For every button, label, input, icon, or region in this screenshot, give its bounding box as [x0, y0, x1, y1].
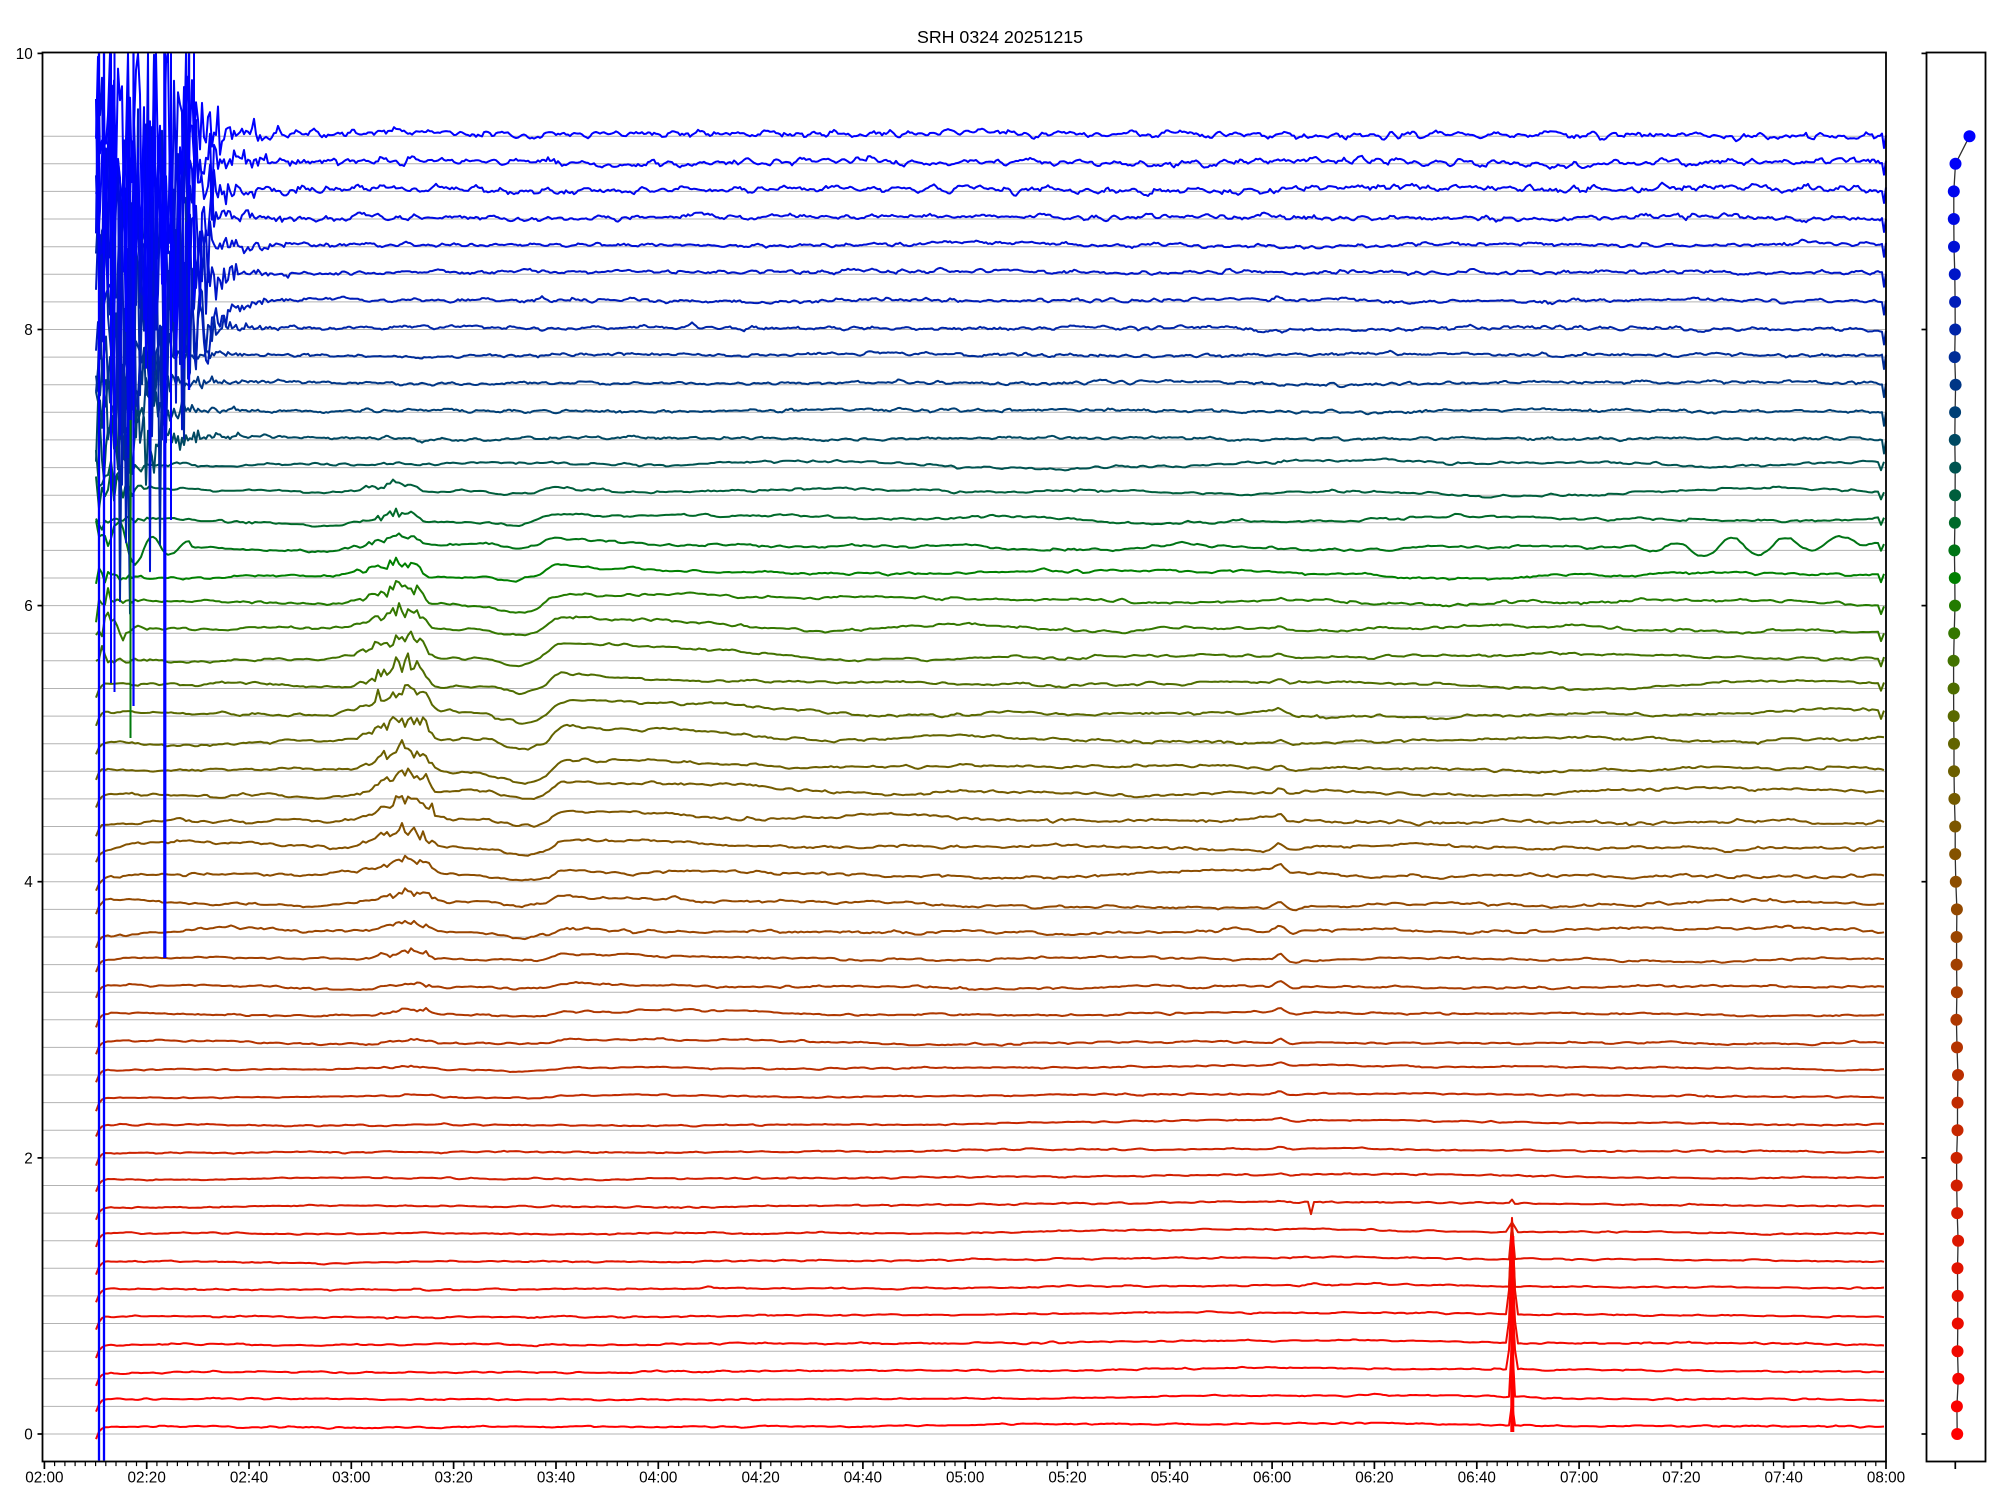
svg-text:SRH 0324 20251215: SRH 0324 20251215 [917, 27, 1083, 47]
svg-text:2: 2 [24, 1150, 33, 1167]
svg-text:05:00: 05:00 [946, 1470, 984, 1487]
svg-text:02:40: 02:40 [230, 1470, 268, 1487]
svg-text:0: 0 [24, 1426, 33, 1443]
svg-text:07:20: 07:20 [1662, 1470, 1700, 1487]
svg-text:03:40: 03:40 [537, 1470, 575, 1487]
svg-text:10: 10 [16, 46, 33, 63]
svg-text:07:00: 07:00 [1560, 1470, 1598, 1487]
svg-text:05:20: 05:20 [1048, 1470, 1086, 1487]
svg-text:03:00: 03:00 [332, 1470, 370, 1487]
svg-text:04:00: 04:00 [639, 1470, 677, 1487]
svg-text:02:20: 02:20 [128, 1470, 166, 1487]
svg-text:04:20: 04:20 [741, 1470, 779, 1487]
svg-text:8: 8 [24, 322, 33, 339]
svg-text:4: 4 [24, 874, 33, 891]
svg-text:06:20: 06:20 [1355, 1470, 1393, 1487]
svg-text:03:20: 03:20 [434, 1470, 472, 1487]
svg-text:07:40: 07:40 [1765, 1470, 1803, 1487]
svg-text:08:00: 08:00 [1867, 1470, 1905, 1487]
svg-text:02:00: 02:00 [25, 1470, 63, 1487]
svg-text:6: 6 [24, 598, 33, 615]
svg-text:05:40: 05:40 [1151, 1470, 1189, 1487]
svg-text:04:40: 04:40 [844, 1470, 882, 1487]
svg-text:06:00: 06:00 [1253, 1470, 1291, 1487]
svg-text:06:40: 06:40 [1458, 1470, 1496, 1487]
